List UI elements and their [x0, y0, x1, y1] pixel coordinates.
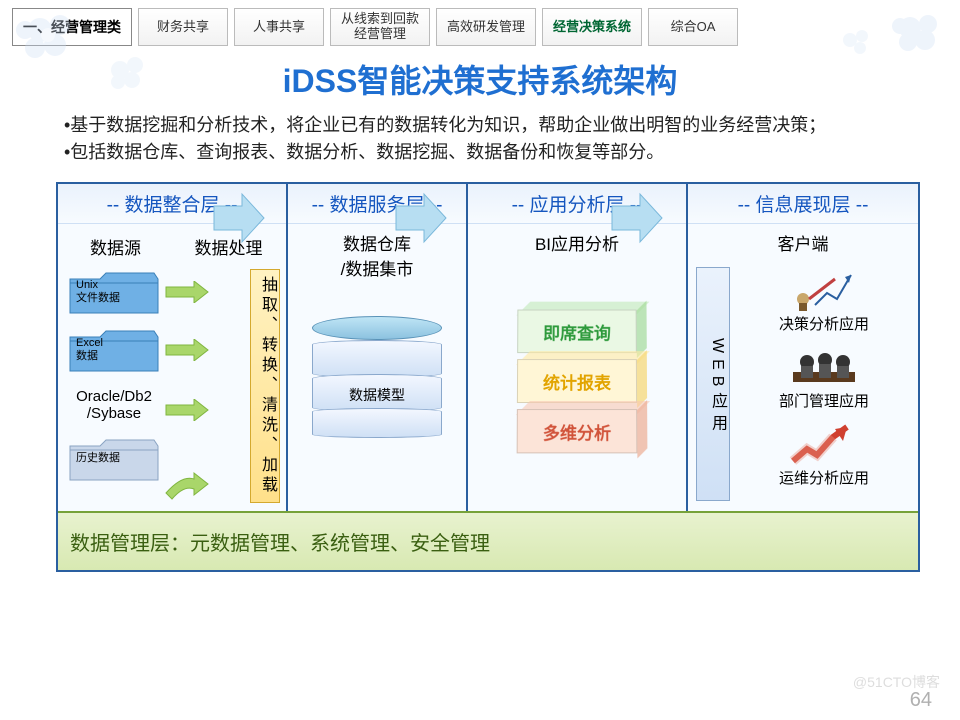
client-list: 决策分析应用 部门管理应用 运维分析应用 [738, 261, 914, 507]
trend-arrow-icon [787, 419, 861, 467]
top-nav: 一、经营管理类 财务共享 人事共享 从线索到回款 经营管理 高效研发管理 经营决… [0, 0, 960, 46]
big-arrow-icon [210, 190, 266, 246]
cylinder-label: 数据模型 [312, 374, 442, 412]
big-arrow-icon [608, 190, 664, 246]
client-decision: 决策分析应用 [742, 265, 906, 334]
client-dept: 部门管理应用 [742, 342, 906, 411]
arrow-icon [164, 399, 210, 421]
layer-title: -- 信息展现层 -- [688, 184, 918, 224]
nav-item-5[interactable]: 综合OA [648, 8, 738, 46]
description: •基于数据挖掘和分析技术，将企业已有的数据转化为知识，帮助企业做出明智的业务经营… [0, 102, 960, 174]
page-number: 64 [910, 689, 932, 712]
layer-sub-left: 数据源 [62, 228, 169, 261]
big-arrow-icon [392, 190, 448, 246]
page-title: iDSS智能决策支持系统架构 [0, 56, 960, 102]
web-column: WEB应用 [696, 267, 730, 501]
bullet-1: •基于数据挖掘和分析技术，将企业已有的数据转化为知识，帮助企业做出明智的业务经营… [64, 112, 900, 139]
arrow-icon [164, 471, 210, 501]
arrow-icon [164, 339, 210, 361]
bi-report: 统计报表 [517, 359, 637, 403]
meeting-icon [787, 342, 861, 390]
bullet-2: •包括数据仓库、查询报表、数据分析、数据挖掘、数据备份和恢复等部分。 [64, 139, 900, 166]
db-cylinder-icon: 数据模型 [312, 316, 442, 434]
architecture-diagram: -- 数据整合层 -- 数据源 数据处理 Unix 文件数据 Excel 数据 … [56, 182, 920, 572]
bi-olap: 多维分析 [517, 409, 638, 453]
layer-sub: 客户端 [688, 224, 918, 257]
nav-item-2[interactable]: 从线索到回款 经营管理 [330, 8, 430, 46]
source-excel: Excel 数据 [66, 327, 162, 375]
bi-adhoc: 即席查询 [517, 310, 637, 354]
nav-item-4[interactable]: 经营决策系统 [542, 8, 642, 46]
nav-item-1[interactable]: 人事共享 [234, 8, 324, 46]
source-unix: Unix 文件数据 [66, 269, 162, 317]
bottom-management-layer: 数据管理层：元数据管理、系统管理、安全管理 [58, 511, 918, 570]
source-history: 历史数据 [66, 436, 162, 484]
bi-stack: 即席查询 统计报表 多维分析 [517, 310, 638, 460]
arrow-icon [164, 281, 210, 303]
chart-up-icon [787, 265, 861, 313]
etl-column: 抽取、转换、清洗、加载 [250, 269, 280, 503]
nav-item-0[interactable]: 财务共享 [138, 8, 228, 46]
client-ops: 运维分析应用 [742, 419, 906, 488]
nav-category: 一、经营管理类 [12, 8, 132, 46]
source-dbs: Oracle/Db2 /Sybase [66, 385, 162, 426]
layer-presentation: -- 信息展现层 -- 客户端 WEB应用 决策分析应用 部门管理应用 运维分析 [688, 182, 918, 511]
nav-item-3[interactable]: 高效研发管理 [436, 8, 536, 46]
data-sources: Unix 文件数据 Excel 数据 Oracle/Db2 /Sybase 历史… [62, 265, 172, 507]
